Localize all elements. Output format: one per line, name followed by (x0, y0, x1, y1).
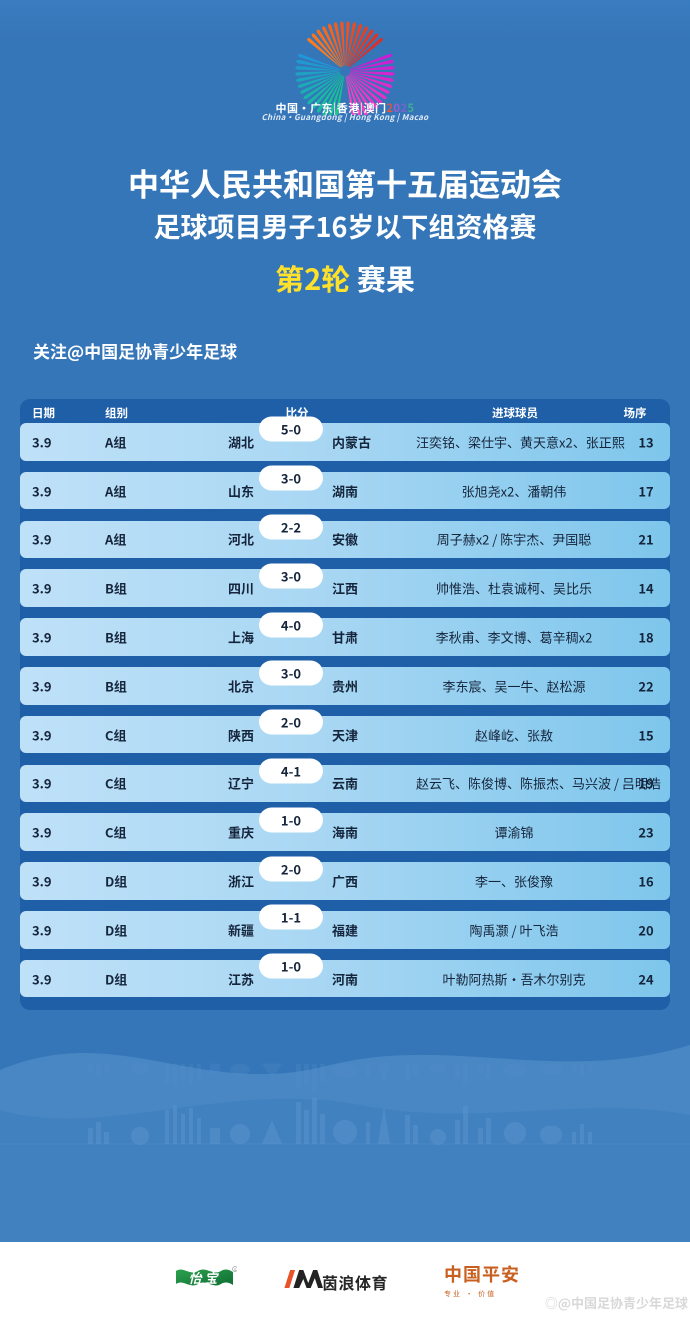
svg-text:怡: 怡 (188, 1268, 203, 1287)
svg-text:宝: 宝 (204, 1268, 219, 1287)
